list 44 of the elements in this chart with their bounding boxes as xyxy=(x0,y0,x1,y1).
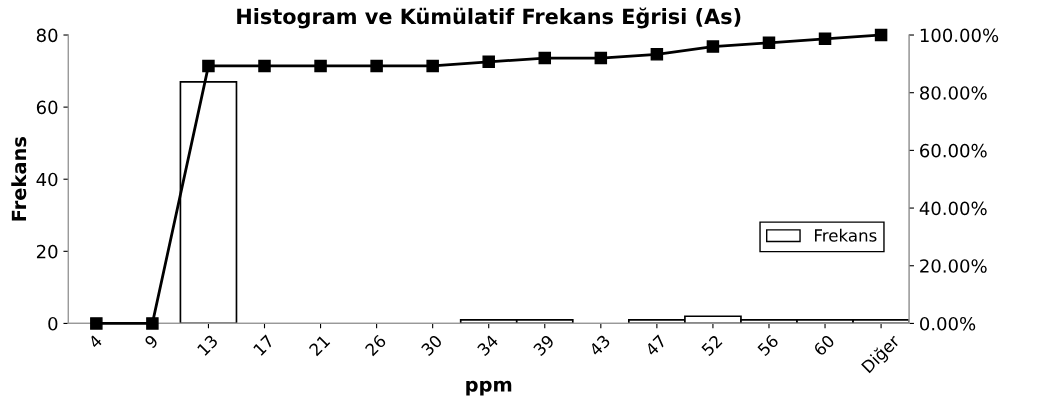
x-tick-label: 56 xyxy=(756,334,780,357)
point xyxy=(314,59,327,73)
point xyxy=(538,51,552,65)
point xyxy=(258,59,271,73)
point xyxy=(426,59,439,73)
point xyxy=(762,36,776,50)
point xyxy=(650,48,664,61)
legend-label: Frekans xyxy=(815,228,877,242)
x-tick-label: 47 xyxy=(644,334,667,357)
y-tick-label: 60 xyxy=(36,100,58,115)
x-axis-title: ppm xyxy=(466,380,512,396)
x-tick-label: 21 xyxy=(308,334,331,357)
x-tick-label: 39 xyxy=(532,334,555,357)
point xyxy=(706,40,720,53)
y2-tick-label: 0.00% xyxy=(920,316,976,331)
point xyxy=(146,317,159,330)
chart-title: Histogram ve Kümülatif Frekans Eğrisi (As) xyxy=(237,7,741,29)
x-tick-label: 30 xyxy=(420,334,443,357)
x-tick-label: 26 xyxy=(364,334,387,357)
y2-tick-label: 40.00% xyxy=(919,201,987,216)
point xyxy=(594,51,608,65)
y2-tick-label: 60.00% xyxy=(920,143,987,158)
x-tick-label: 43 xyxy=(588,334,611,357)
y2-tick-label: 100.00% xyxy=(920,28,999,43)
y-tick-label: 80 xyxy=(36,28,58,43)
y-tick-label: 40 xyxy=(36,172,58,187)
x-tick-label: 13 xyxy=(196,334,219,356)
x-tick-label: 17 xyxy=(252,334,275,356)
point xyxy=(90,317,103,330)
y2-tick-label: 80.00% xyxy=(920,86,987,100)
x-tick-label: 34 xyxy=(476,334,499,357)
y-tick-label: 20 xyxy=(36,244,58,259)
x-tick-label: 60 xyxy=(812,334,836,357)
point xyxy=(370,59,383,73)
point xyxy=(482,55,495,69)
y-tick-label: 0 xyxy=(48,316,58,331)
y-axis-title: Frekans xyxy=(11,137,27,221)
y2-tick-label: 20.00% xyxy=(920,259,987,273)
x-tick-label: 4 xyxy=(87,334,103,350)
x-tick-label: 52 xyxy=(700,334,723,357)
x-tick-label: 9 xyxy=(143,334,159,350)
point xyxy=(874,28,888,42)
point xyxy=(818,32,832,46)
point xyxy=(202,59,215,73)
